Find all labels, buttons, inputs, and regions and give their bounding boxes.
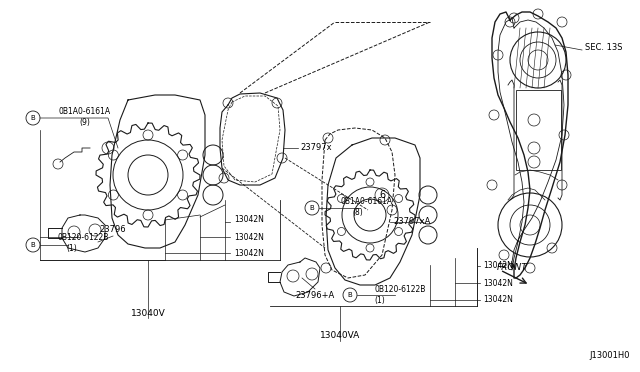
Bar: [516, 90, 561, 170]
Text: 0B120-6122B: 0B120-6122B: [374, 285, 426, 295]
Text: 0B1A0-6161A: 0B1A0-6161A: [341, 198, 393, 206]
Text: (1): (1): [374, 295, 385, 305]
Text: 13040VA: 13040VA: [320, 331, 360, 340]
Text: 13042N: 13042N: [483, 279, 513, 288]
Text: 0B120-6122B: 0B120-6122B: [58, 234, 109, 243]
Text: 23797xA: 23797xA: [393, 218, 430, 227]
Text: B: B: [310, 205, 314, 211]
Text: 23796+A: 23796+A: [296, 291, 335, 299]
Text: SEC. 13S: SEC. 13S: [585, 44, 623, 52]
Text: 13042N: 13042N: [234, 248, 264, 257]
Text: B: B: [348, 292, 353, 298]
Text: 23797x: 23797x: [300, 144, 332, 153]
Text: 13040V: 13040V: [131, 308, 165, 317]
Text: (8): (8): [353, 208, 364, 218]
Text: (9): (9): [79, 118, 90, 126]
Text: B: B: [31, 242, 35, 248]
Text: B: B: [31, 115, 35, 121]
Text: J13001H0: J13001H0: [589, 350, 630, 359]
Text: 13042N: 13042N: [483, 295, 513, 305]
Text: FRONT: FRONT: [497, 263, 528, 272]
Text: 13042N: 13042N: [234, 232, 264, 241]
Text: 0B1A0-6161A: 0B1A0-6161A: [59, 108, 111, 116]
Text: 13042N: 13042N: [234, 215, 264, 224]
Text: 13042N: 13042N: [483, 262, 513, 270]
Text: 23796: 23796: [100, 225, 126, 234]
Text: (1): (1): [67, 244, 77, 253]
Text: 6: 6: [379, 190, 385, 200]
